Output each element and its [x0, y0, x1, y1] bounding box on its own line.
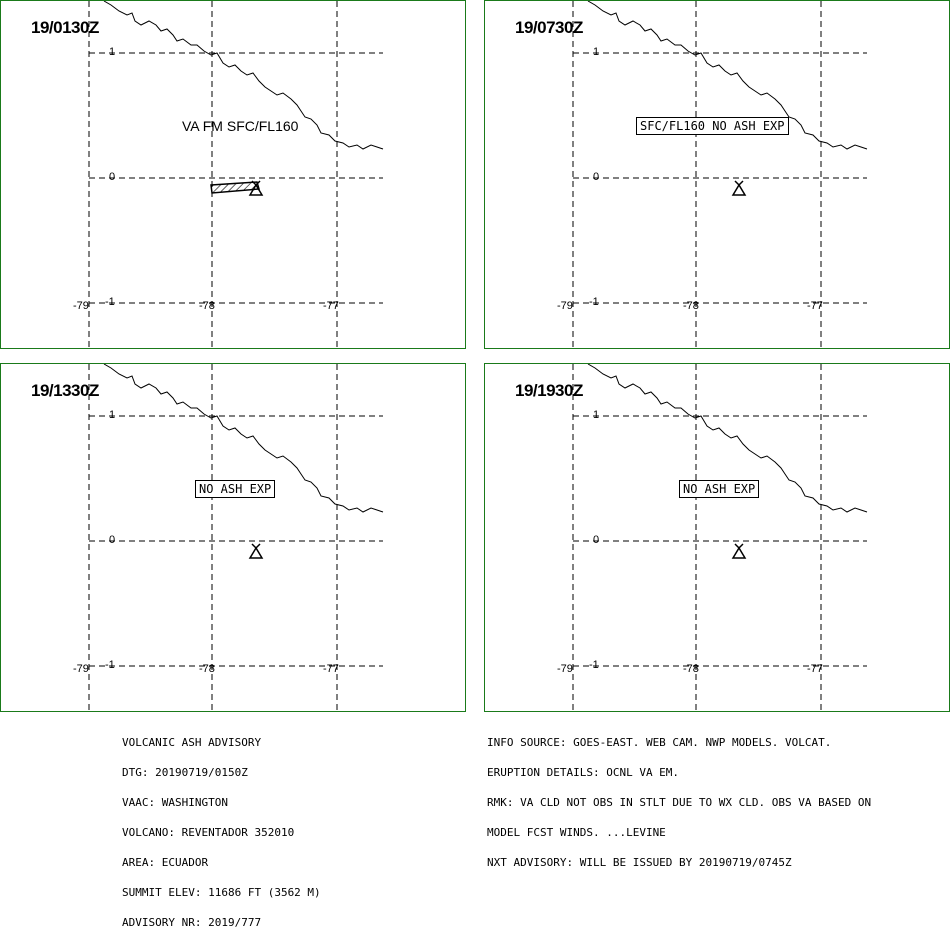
advisory-line: VOLCANO: REVENTADOR 352010: [122, 826, 295, 839]
lon-label-78: -78: [683, 663, 699, 675]
advisory-line: DTG: 20190719/0150Z: [122, 766, 248, 779]
lon-label-79: -79: [557, 663, 573, 675]
map-graphic: [88, 1, 384, 350]
volcano-symbol: [731, 543, 747, 559]
advisory-line: VOLCANIC ASH ADVISORY: [122, 736, 262, 749]
map-graphic: [572, 364, 868, 713]
lat-label-1: 1: [109, 46, 116, 58]
advisory-line: SUMMIT ELEV: 11686 FT (3562 M): [122, 886, 321, 899]
advisory-line: ADVISORY NR: 2019/777: [122, 916, 262, 929]
advisory-line: RMK: VA CLD NOT OBS IN STLT DUE TO WX CL…: [487, 796, 872, 809]
coastline: [103, 364, 384, 513]
forecast-time: 19/0730Z: [515, 18, 583, 37]
advisory-header-block: VOLCANIC ASH ADVISORY DTG: 20190719/0150…: [122, 718, 321, 938]
lon-label-77: -77: [807, 663, 823, 675]
lon-label-79: -79: [73, 300, 89, 312]
lat-label-0: 0: [593, 171, 600, 183]
lon-label-77: -77: [807, 300, 823, 312]
lat-label-neg1: -1: [105, 659, 115, 671]
ash-forecast-label: SFC/FL160 NO ASH EXP: [636, 117, 789, 135]
lat-label-neg1: -1: [589, 296, 599, 308]
coastline: [587, 364, 868, 513]
map-panel-0130z: 19/0130Z 1 0 -1 -79 -78 -77 VA FM SFC/FL…: [0, 0, 466, 350]
lat-label-neg1: -1: [105, 296, 115, 308]
lat-label-1: 1: [593, 409, 600, 421]
lon-label-79: -79: [557, 300, 573, 312]
advisory-line: INFO SOURCE: GOES-EAST. WEB CAM. NWP MOD…: [487, 736, 832, 749]
advisory-line: AREA: ECUADOR: [122, 856, 209, 869]
lon-label-78: -78: [199, 300, 215, 312]
advisory-line: VAAC: WASHINGTON: [122, 796, 228, 809]
advisory-line: NXT ADVISORY: WILL BE ISSUED BY 20190719…: [487, 856, 792, 869]
advisory-details-block: INFO SOURCE: GOES-EAST. WEB CAM. NWP MOD…: [487, 718, 871, 878]
lat-label-0: 0: [109, 534, 116, 546]
lon-label-79: -79: [73, 663, 89, 675]
lon-label-77: -77: [323, 663, 339, 675]
advisory-line: ERUPTION DETAILS: OCNL VA EM.: [487, 766, 680, 779]
advisory-line: MODEL FCST WINDS. ...LEVINE: [487, 826, 666, 839]
lat-label-1: 1: [593, 46, 600, 58]
forecast-time: 19/0130Z: [31, 18, 99, 37]
ash-cloud-label: VA FM SFC/FL160: [182, 118, 299, 134]
volcano-symbol: [248, 543, 264, 559]
ash-cloud-area: [210, 181, 260, 194]
ash-forecast-label: NO ASH EXP: [195, 480, 276, 498]
map-panel-1330z: 19/1330Z 1 0 -1 -79 -78 -77 NO ASH EXP: [0, 363, 466, 713]
forecast-time: 19/1930Z: [515, 381, 583, 400]
ash-forecast-label: NO ASH EXP: [679, 480, 760, 498]
lon-label-77: -77: [323, 300, 339, 312]
map-panel-1930z: 19/1930Z 1 0 -1 -79 -78 -77 NO ASH EXP: [484, 363, 950, 713]
lon-label-78: -78: [199, 663, 215, 675]
lon-label-78: -78: [683, 300, 699, 312]
lat-label-neg1: -1: [589, 659, 599, 671]
map-graphic: [88, 364, 384, 713]
map-graphic: [572, 1, 868, 350]
map-panel-0730z: 19/0730Z 1 0 -1 -79 -78 -77 SFC/FL160 NO…: [484, 0, 950, 350]
forecast-time: 19/1330Z: [31, 381, 99, 400]
coastline: [587, 1, 868, 150]
lat-label-1: 1: [109, 409, 116, 421]
coastline: [103, 1, 384, 150]
lat-label-0: 0: [109, 171, 116, 183]
volcano-symbol: [731, 180, 747, 196]
lat-label-0: 0: [593, 534, 600, 546]
